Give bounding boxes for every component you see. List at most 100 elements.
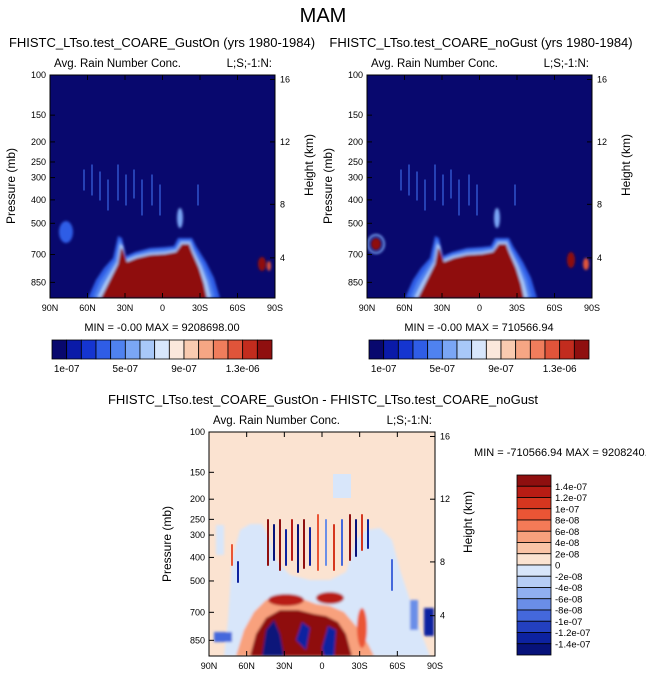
axes: 90N 60N 30N 0 30S 60S 90S 100 150 200 250 300 400 500…: [348, 70, 607, 313]
x-tick-label: 90N: [201, 661, 218, 671]
y-tick-label: 850: [190, 635, 205, 645]
colorbar-swatch: [256, 339, 273, 360]
cloud-patch: [494, 208, 500, 228]
x-tick-label: 90N: [42, 303, 59, 313]
colorbar-swatch: [529, 339, 546, 360]
contour-field: [209, 432, 435, 656]
colorbar-swatch: [516, 508, 552, 521]
contour-negative: [322, 626, 336, 656]
x-tick-label: 90S: [427, 661, 443, 671]
y-tick-label: 250: [348, 157, 363, 167]
x-tick-label: 60N: [79, 303, 96, 313]
colorbar-label: 5e-07: [430, 364, 456, 375]
contour-field: [50, 75, 275, 298]
x-tick-label: 30N: [434, 303, 451, 313]
colorbar: 1.4e-071.2e-071e-078e-086e-084e-082e-080…: [516, 474, 590, 656]
colorbar-swatch: [198, 339, 214, 360]
colorbar-swatch: [412, 339, 429, 360]
y-tick-label: 150: [31, 110, 46, 120]
y-tick-label: 250: [31, 157, 46, 167]
y-tick-label-right: 16: [280, 74, 290, 84]
x-tick-label: 60S: [546, 303, 562, 313]
colorbar-label: -4e-08: [555, 583, 582, 594]
colorbar-swatch: [516, 575, 552, 588]
x-tick-label: 0: [477, 303, 482, 313]
y-tick-label-right: 16: [440, 431, 450, 441]
y-axis-label-right: Height (km): [619, 134, 633, 196]
colorbar-swatch: [212, 339, 229, 360]
y-tick-label: 700: [348, 250, 363, 260]
cloud-patch: [357, 608, 367, 648]
y-tick-label: 300: [190, 530, 205, 540]
x-tick-label: 90N: [359, 303, 376, 313]
colorbar-label: 4e-08: [555, 538, 579, 549]
cloud-patch: [216, 525, 224, 555]
panel-subtitle-left: Avg. Rain Number Conc.: [371, 58, 498, 70]
colorbar-label: -8e-08: [555, 606, 582, 617]
colorbar-swatch: [183, 339, 200, 360]
x-tick-label: 30N: [276, 661, 293, 671]
y-axis-label-right: Height (km): [302, 134, 316, 196]
cloud-patch: [267, 261, 271, 271]
upper-streaks: [400, 164, 516, 216]
cloud-patch: [316, 592, 344, 604]
colorbar-label: -1e-07: [555, 617, 582, 628]
colorbar-swatch: [516, 632, 552, 645]
x-tick-label: 30S: [352, 661, 368, 671]
cloud-patch: [410, 600, 418, 630]
x-tick-label: 60N: [396, 303, 413, 313]
colorbar-swatch: [516, 530, 552, 543]
contour-field: [367, 75, 592, 298]
x-tick-label: 90S: [584, 303, 600, 313]
contour-core: [101, 244, 207, 298]
x-tick-label: 30S: [192, 303, 208, 313]
colorbar-swatch: [515, 339, 531, 360]
cloud-patch: [333, 474, 351, 498]
x-tick-label: 0: [160, 303, 165, 313]
colorbar-swatch: [80, 339, 97, 360]
y-tick-label: 300: [31, 173, 46, 183]
colorbar-swatch: [516, 519, 552, 532]
colorbar-swatch: [368, 339, 385, 360]
colorbar: 1e-07 5e-07 9e-07 1.3e-06: [368, 339, 590, 375]
y-tick-label: 200: [190, 494, 205, 504]
colorbar-label: 1e-07: [371, 364, 397, 375]
cloud-patch: [268, 594, 304, 606]
panel-stats: MIN = -710566.94 MAX = 9208240.00: [474, 447, 646, 459]
colorbar-label: 1.3e-06: [226, 364, 260, 375]
panel-title: FHISTC_LTso.test_COARE_noGust (yrs 1980-…: [329, 35, 632, 50]
colorbar-label: 9e-07: [488, 364, 514, 375]
upper-streaks: [231, 514, 393, 591]
panel-stats: MIN = -0.00 MAX = 9208698.00: [84, 322, 239, 334]
colorbar-swatch: [516, 485, 552, 498]
cloud-patch: [424, 608, 434, 636]
y-tick-label-right: 12: [440, 494, 450, 504]
colorbar-swatch: [139, 339, 156, 360]
colorbar-swatch: [95, 339, 112, 360]
colorbar-swatch: [516, 598, 552, 611]
colorbar-label: -1.4e-07: [555, 639, 590, 650]
y-tick-label-right: 8: [597, 199, 602, 209]
colorbar-swatch: [168, 339, 185, 360]
y-axis-label: Pressure (mb): [321, 148, 335, 224]
panel-stats: MIN = -0.00 MAX = 710566.94: [404, 322, 553, 334]
colorbar-swatch: [471, 339, 487, 360]
colorbar-swatch: [516, 553, 552, 566]
y-tick-label-right: 4: [597, 253, 602, 263]
y-tick-label: 100: [348, 70, 363, 80]
colorbar-swatch: [124, 339, 141, 360]
cloud-patch: [583, 258, 589, 270]
colorbar-swatch: [516, 643, 552, 656]
y-tick-label-right: 4: [440, 611, 445, 621]
colorbar-swatch: [485, 339, 502, 360]
y-tick-label: 400: [190, 552, 205, 562]
colorbar-swatch: [242, 339, 258, 360]
colorbar: 1e-07 5e-07 9e-07 1.3e-06: [51, 339, 273, 375]
colorbar-label: 1e-07: [54, 364, 80, 375]
colorbar-label: 8e-08: [555, 516, 579, 527]
panel-no-gust: FHISTC_LTso.test_COARE_noGust (yrs 1980-…: [321, 35, 633, 375]
panel-title: FHISTC_LTso.test_COARE_GustOn (yrs 1980-…: [9, 35, 315, 50]
colorbar-swatch: [110, 339, 126, 360]
cloud-patch: [59, 221, 73, 243]
panel-difference: FHISTC_LTso.test_COARE_GustOn - FHISTC_L…: [108, 392, 646, 671]
